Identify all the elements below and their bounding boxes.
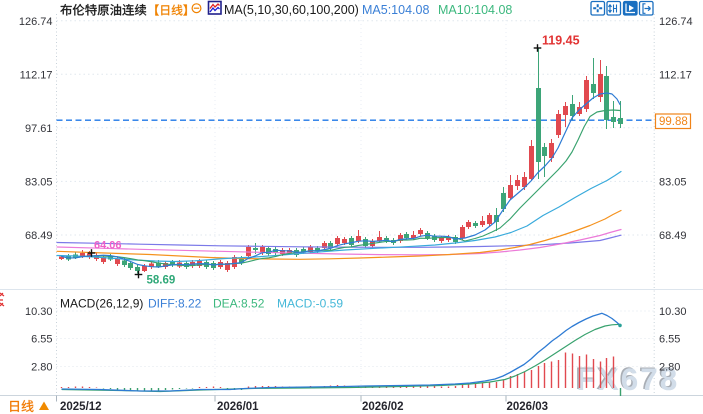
svg-text:112.17: 112.17 — [659, 69, 692, 81]
svg-text:MA5:104.08: MA5:104.08 — [362, 3, 429, 17]
svg-text:MA(5,10,30,60,100,200): MA(5,10,30,60,100,200) — [224, 3, 359, 17]
svg-text:97.61: 97.61 — [25, 123, 53, 135]
svg-text:MACD:-0.59: MACD:-0.59 — [277, 297, 343, 311]
svg-text:68.49: 68.49 — [659, 230, 687, 242]
svg-text:58.69: 58.69 — [147, 275, 176, 287]
svg-text:126.74: 126.74 — [19, 16, 53, 28]
svg-text:2.80: 2.80 — [659, 362, 680, 374]
svg-text:10.30: 10.30 — [659, 306, 687, 318]
svg-text:2025/12: 2025/12 — [60, 401, 102, 413]
svg-text:119.45: 119.45 — [542, 34, 580, 48]
svg-text:DIFF:8.22: DIFF:8.22 — [148, 297, 202, 311]
svg-text:6.55: 6.55 — [659, 334, 680, 346]
svg-text:64.06: 64.06 — [94, 240, 122, 252]
svg-text:99.88: 99.88 — [659, 116, 688, 128]
svg-text:68.49: 68.49 — [25, 230, 53, 242]
svg-text:6.55: 6.55 — [31, 334, 52, 346]
svg-text:DEA:8.52: DEA:8.52 — [213, 297, 265, 311]
svg-text:112.17: 112.17 — [20, 69, 53, 81]
svg-text:83.05: 83.05 — [25, 176, 53, 188]
svg-text:2026/03: 2026/03 — [507, 401, 549, 413]
svg-text:MACD(26,12,9): MACD(26,12,9) — [60, 297, 143, 311]
svg-text:126.74: 126.74 — [659, 16, 693, 28]
svg-text:MA10:104.08: MA10:104.08 — [438, 3, 512, 17]
svg-text:FX678: FX678 — [575, 360, 678, 396]
svg-text:2.80: 2.80 — [31, 362, 52, 374]
svg-text:2026/02: 2026/02 — [362, 401, 404, 413]
svg-text:2026/01: 2026/01 — [217, 401, 259, 413]
svg-text:10.30: 10.30 — [25, 306, 53, 318]
svg-text:83.05: 83.05 — [659, 176, 687, 188]
